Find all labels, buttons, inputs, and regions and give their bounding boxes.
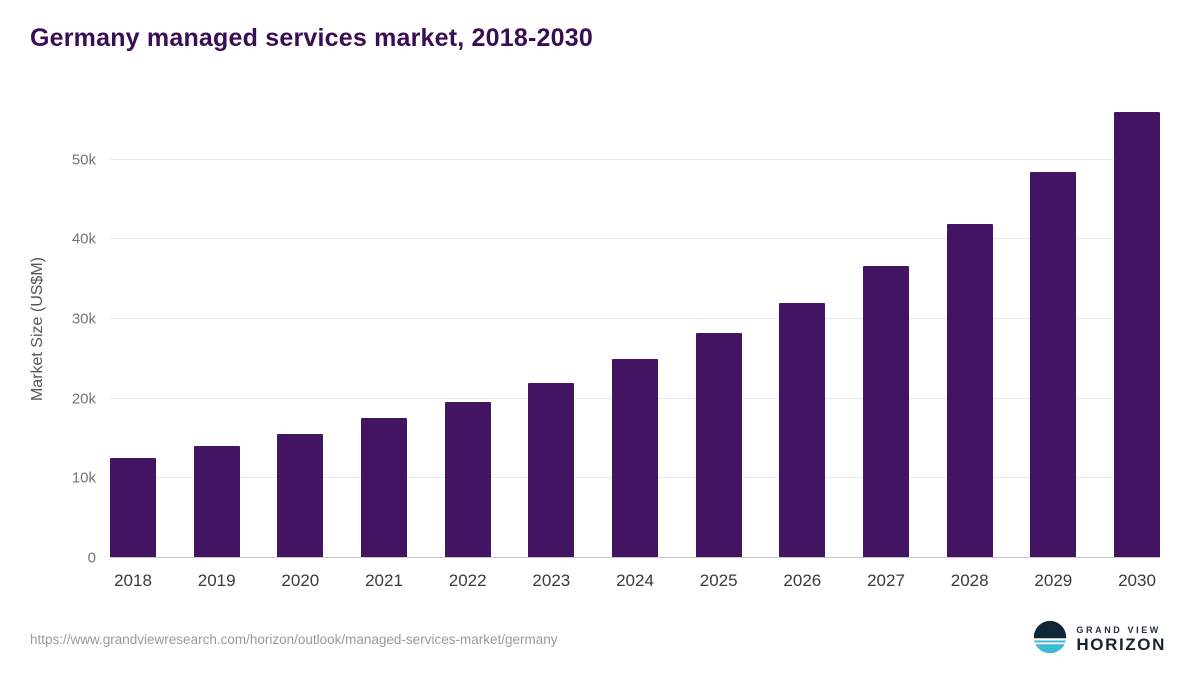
x-tick-label-2022: 2022 (448, 571, 487, 590)
y-tick-label: 10k (71, 469, 96, 487)
bar-2021 (361, 418, 407, 557)
gridline (110, 158, 1160, 160)
x-tick-label-2019: 2019 (197, 571, 236, 590)
bar-2026 (779, 302, 826, 557)
y-tick-label: 0 (87, 549, 96, 567)
x-tick-label-2028: 2028 (950, 571, 989, 590)
x-tick-label-2024: 2024 (616, 571, 654, 590)
x-tick-label-2018: 2018 (114, 571, 152, 590)
bar-2018 (110, 458, 156, 557)
y-tick-label: 20k (71, 390, 96, 408)
x-axis-line (110, 557, 1160, 558)
gridline (110, 238, 1160, 240)
footer: https://www.grandviewresearch.com/horizo… (30, 620, 1166, 659)
x-tick-label-2030: 2030 (1118, 571, 1156, 590)
x-tick-label-2020: 2020 (281, 571, 320, 590)
bar-2020 (277, 433, 324, 557)
horizon-logo-icon (1033, 620, 1067, 659)
x-tick-label-2029: 2029 (1034, 571, 1073, 590)
bar-2022 (444, 401, 491, 557)
bar-2028 (946, 224, 993, 557)
y-tick-label: 40k (71, 230, 96, 248)
page-title: Germany managed services market, 2018-20… (30, 24, 593, 52)
brand-name-top: GRAND VIEW (1076, 624, 1161, 635)
bar-2023 (528, 382, 575, 557)
bar-2029 (1030, 172, 1077, 557)
plot-area: 0 10k 20k 30k 40k 50k 2018 2019 2020 2021 2022 2023… (72, 100, 1160, 590)
x-tick-label-2027: 2027 (867, 571, 905, 590)
x-tick-label-2026: 2026 (783, 571, 822, 590)
source-url: https://www.grandviewresearch.com/horizo… (30, 632, 558, 647)
y-tick-label: 30k (71, 310, 96, 328)
bar-2030 (1114, 111, 1160, 557)
x-tick-label-2021: 2021 (365, 571, 403, 590)
y-tick-label: 50k (71, 151, 96, 169)
brand-logo: GRAND VIEW HORIZON (1033, 620, 1166, 659)
x-tick-label-2023: 2023 (532, 571, 571, 590)
bar-2019 (193, 446, 240, 557)
y-axis-label: Market Size (US$M) (29, 256, 46, 402)
brand-name-bottom: HORIZON (1076, 634, 1166, 654)
bar-2027 (863, 266, 909, 557)
bar-2024 (612, 359, 658, 557)
brand-logo-text: GRAND VIEW HORIZON (1076, 625, 1166, 655)
x-tick-label-2025: 2025 (699, 571, 738, 590)
bar-2025 (695, 333, 742, 557)
gridline (110, 318, 1160, 320)
